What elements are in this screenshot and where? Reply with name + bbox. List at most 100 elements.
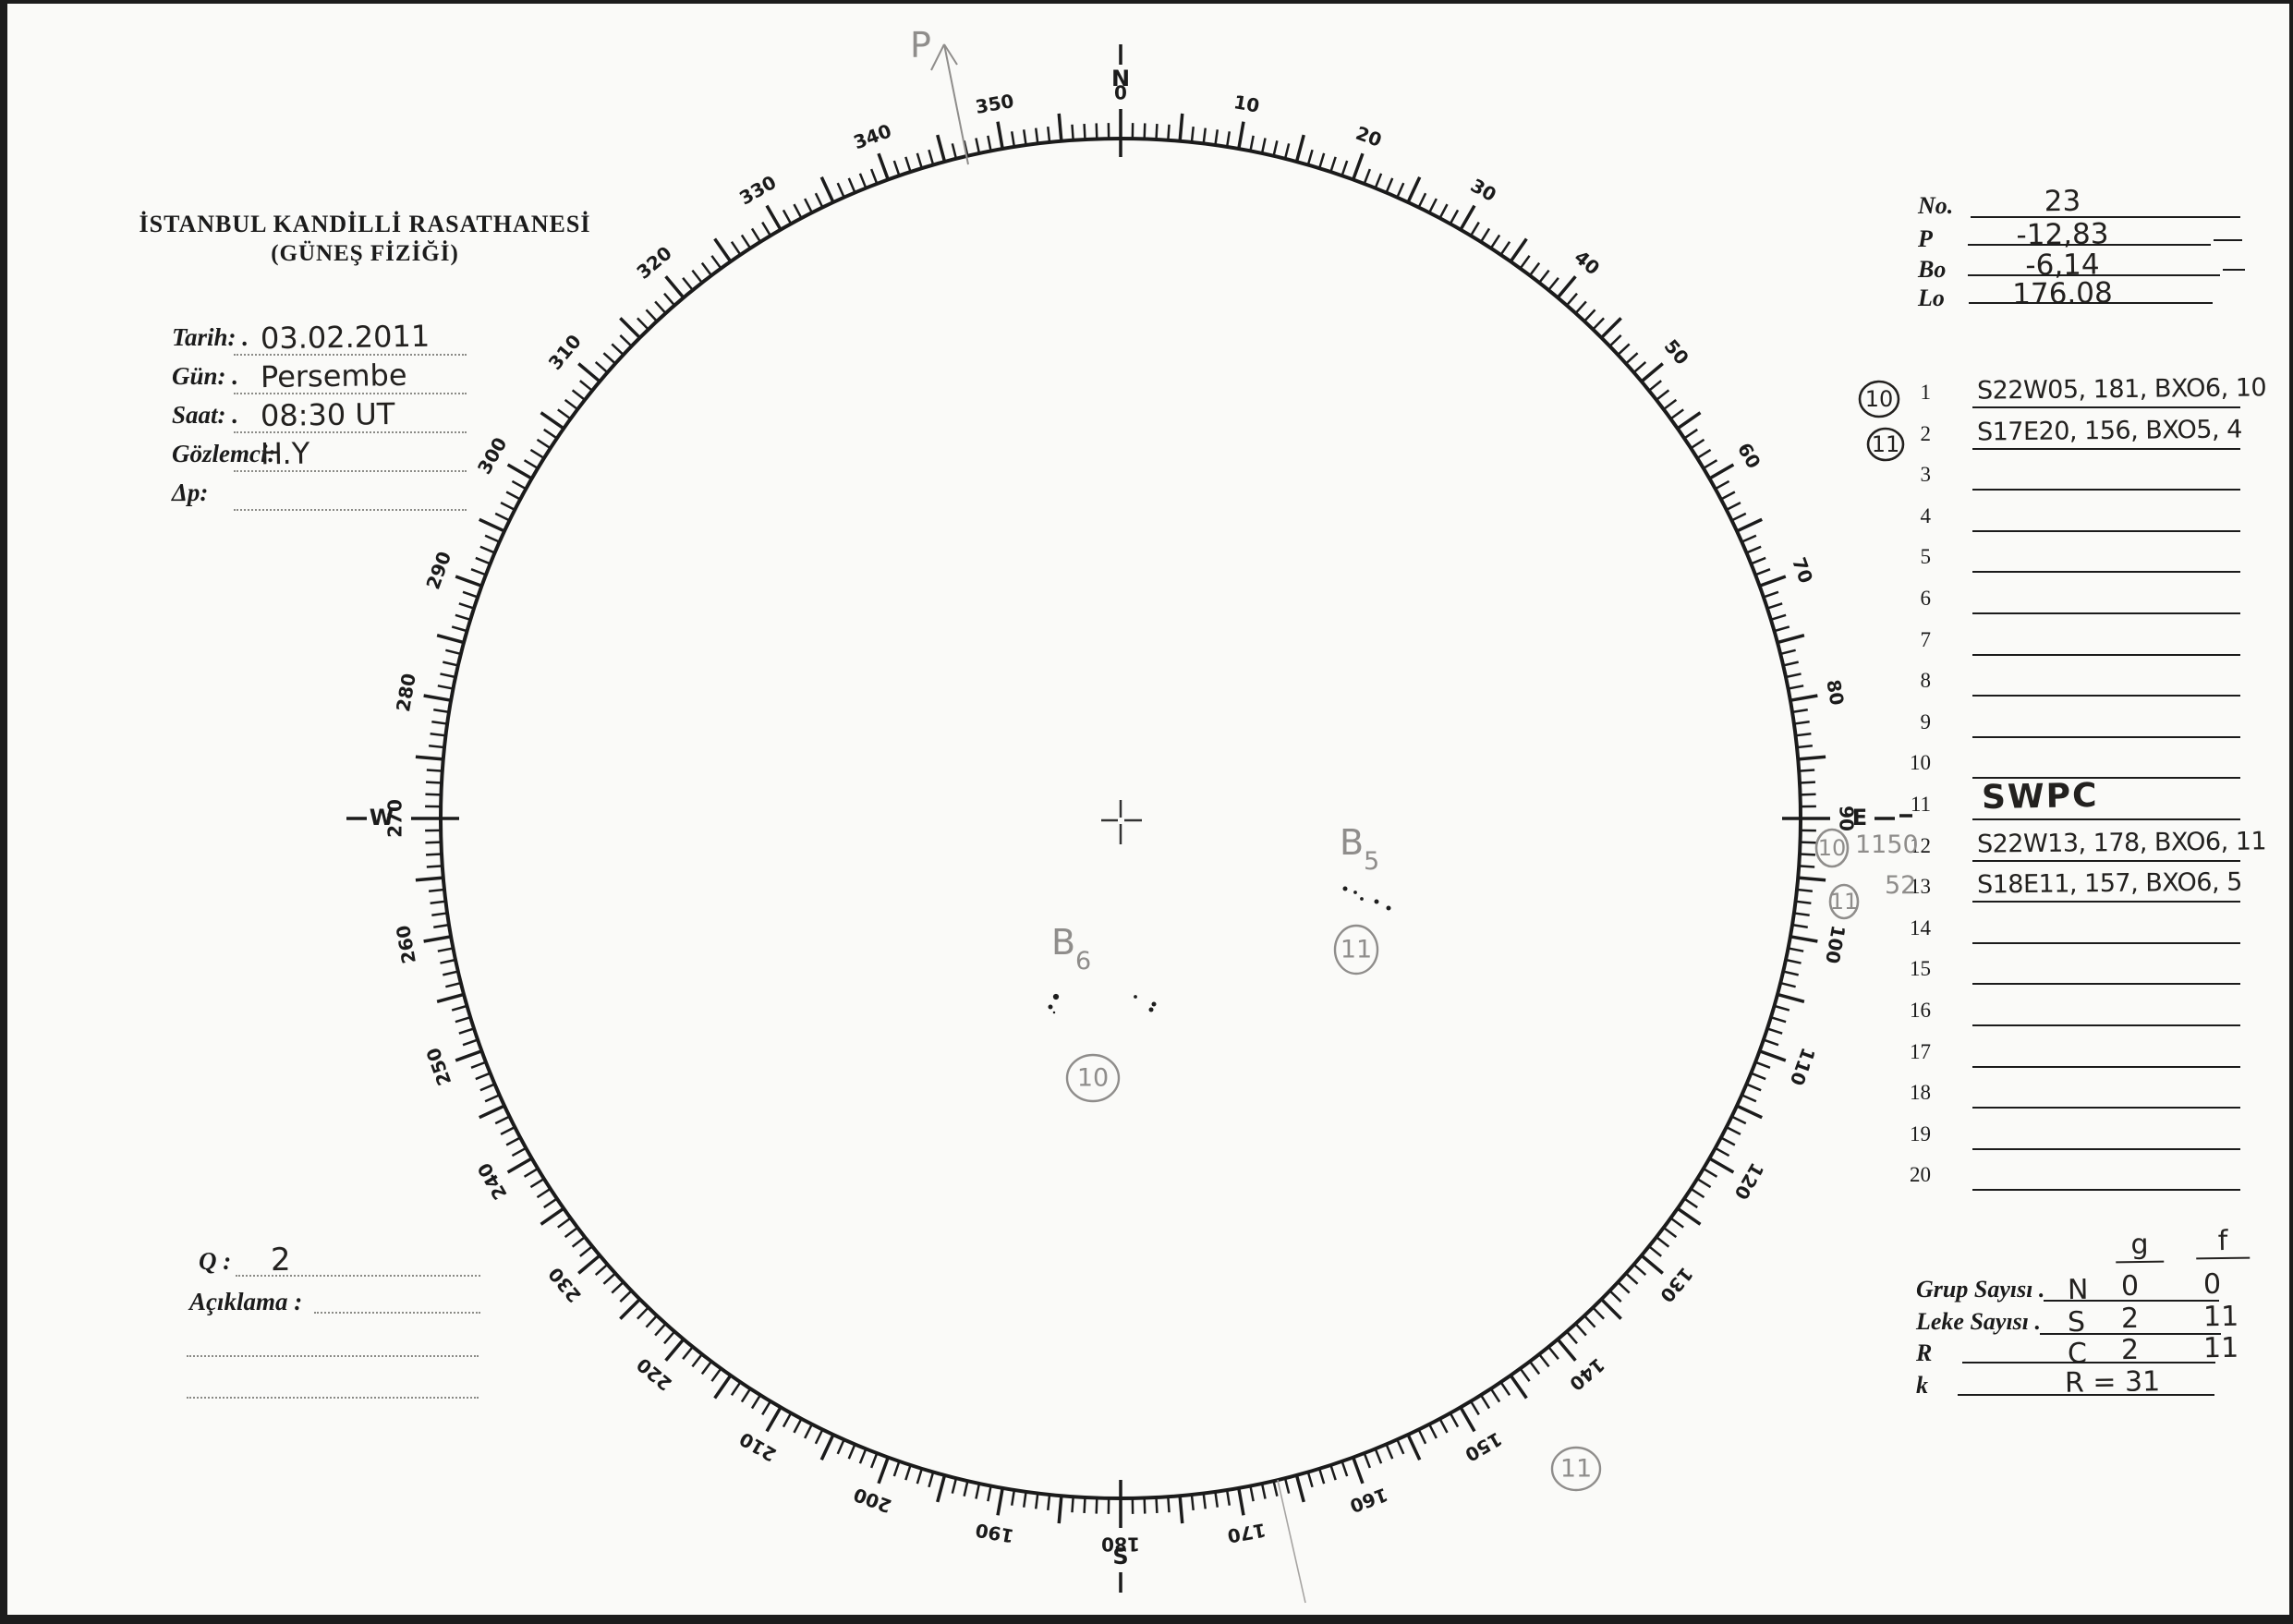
svg-text:11: 11 (1830, 889, 1859, 915)
field-label: Tarih: . (172, 323, 249, 351)
field-value: 03.02.2011 (260, 318, 431, 357)
obs-row-line (1972, 571, 2240, 574)
ephemeris-line (1969, 302, 2213, 304)
field-line (234, 431, 467, 433)
svg-text:W: W (370, 805, 394, 830)
svg-text:11: 11 (1872, 431, 1900, 457)
field-line (234, 509, 467, 511)
obs-row-number: 3 (1920, 463, 1932, 487)
summary-line (1958, 1394, 2214, 1396)
remarks-label: Açıklama : (189, 1288, 303, 1315)
svg-text:20: 20 (1353, 122, 1384, 151)
obs-row-number: 14 (1910, 915, 1931, 939)
ephemeris-line (1968, 274, 2220, 276)
ephemeris-label: Lo (1918, 285, 1945, 311)
obs-row-number: 1 (1920, 381, 1932, 404)
obs-row-line (1972, 1107, 2240, 1109)
obs-row-line (1972, 653, 2240, 656)
obs-entry-text: S22W05, 181, BXO6, 10 (1976, 373, 2267, 406)
obs-row-number: 5 (1920, 545, 1932, 569)
obs-row-number: 10 (1910, 751, 1931, 775)
ephemeris-line-dash (2223, 269, 2245, 271)
svg-text:80: 80 (1822, 678, 1848, 708)
obs-row-number: 8 (1920, 669, 1932, 693)
svg-text:130: 130 (1656, 1263, 1697, 1306)
summary-letter: C (2067, 1337, 2088, 1371)
sunspot-group-B5: B 5 11 (1333, 822, 1391, 976)
obs-row-circled-numbers: 10 11 10 11 (1814, 380, 1905, 920)
svg-text:230: 230 (544, 1263, 586, 1306)
svg-text:11: 11 (1560, 1455, 1592, 1484)
obs-row-line (1972, 529, 2240, 532)
summary-label: k (1916, 1372, 1928, 1399)
obs-row-number: 9 (1920, 709, 1932, 733)
svg-text:10: 10 (1865, 386, 1894, 412)
svg-text:300: 300 (473, 433, 512, 478)
quality-line (236, 1275, 480, 1277)
svg-text:290: 290 (421, 549, 455, 592)
protractor-degree-labels: 0 10 20 30 40 50 60 70 80 90 100 110 120 130 140 150 160… (384, 82, 1858, 1556)
obs-row-line (1972, 859, 2240, 862)
extra-circled-number: 11 (1550, 1446, 1602, 1492)
obs-row-number: 13 (1910, 875, 1931, 899)
obs-row-line (1972, 1189, 2240, 1192)
disk-annotations: B 511 B 610 11 P 10 11 10 11 (910, 25, 1905, 1604)
svg-text:P: P (910, 25, 931, 66)
summary-line (2040, 1333, 2221, 1335)
svg-text:190: 190 (974, 1519, 1015, 1547)
svg-text:10: 10 (1077, 1064, 1109, 1093)
field-line (234, 470, 467, 472)
ephemeris-value: 23 (2044, 184, 2081, 219)
obs-row-line (1972, 695, 2240, 697)
svg-text:10: 10 (1232, 91, 1262, 116)
svg-text:40: 40 (1571, 246, 1605, 279)
svg-text:30: 30 (1467, 174, 1500, 206)
protractor-cardinal-marks: N E S W (346, 44, 1895, 1593)
obs-row-number: 20 (1910, 1163, 1931, 1187)
obs-row-line (1972, 983, 2240, 986)
obs-row-number: 15 (1910, 957, 1931, 981)
summary-line (2044, 1300, 2219, 1302)
sunspot-group-B6: B 6 10 (1048, 922, 1157, 1103)
obs-entry-text: S18E11, 157, BXO6, 5 (1976, 867, 2242, 900)
obs-row-line (1972, 1147, 2240, 1150)
ephemeris-line (1968, 244, 2211, 246)
observatory-subtitle: (GÜNEŞ FİZİĞİ) (271, 241, 459, 266)
remarks-line-3 (187, 1397, 479, 1399)
svg-text:180: 180 (1101, 1533, 1140, 1556)
obs-row-number: 17 (1910, 1039, 1931, 1063)
summary-col-g: g (2115, 1228, 2165, 1264)
obs-row-number: 12 (1910, 833, 1931, 857)
obs-row-line (1972, 735, 2240, 738)
svg-text:120: 120 (1729, 1159, 1768, 1204)
svg-text:140: 140 (1565, 1353, 1608, 1395)
protractor-ticks (415, 113, 1826, 1524)
svg-text:N: N (1111, 66, 1130, 91)
svg-text:210: 210 (735, 1427, 780, 1466)
ephemeris-line-dash (2214, 239, 2242, 241)
quality-label: Q : (199, 1247, 232, 1275)
obs-entry-text: S17E20, 156, BXO5, 4 (1976, 415, 2242, 447)
svg-text:E: E (1852, 805, 1867, 830)
obs-row-number: 16 (1910, 999, 1931, 1022)
obs-row-number: 4 (1920, 503, 1932, 527)
obs-row-line (1972, 901, 2240, 903)
summary-f-value: 11 (2202, 1300, 2239, 1334)
svg-text:280: 280 (392, 672, 420, 713)
svg-text:220: 220 (632, 1353, 675, 1395)
obs-row-number: 19 (1910, 1121, 1931, 1145)
obs-row-number: 11 (1910, 793, 1931, 816)
summary-col-f: f (2195, 1224, 2251, 1260)
ephemeris-value: 176.08 (2012, 276, 2113, 311)
svg-text:350: 350 (974, 90, 1015, 118)
svg-text:240: 240 (473, 1159, 512, 1204)
summary-label: Grup Sayısı . (1916, 1276, 2045, 1303)
remarks-line-1 (314, 1312, 480, 1314)
ephemeris-label: Bo (1918, 256, 1947, 283)
summary-f-value: 11 (2202, 1331, 2239, 1365)
scan-edge-right (2289, 0, 2293, 1624)
field-value: Persembe (260, 357, 407, 395)
obs-row-number: 2 (1920, 421, 1932, 445)
